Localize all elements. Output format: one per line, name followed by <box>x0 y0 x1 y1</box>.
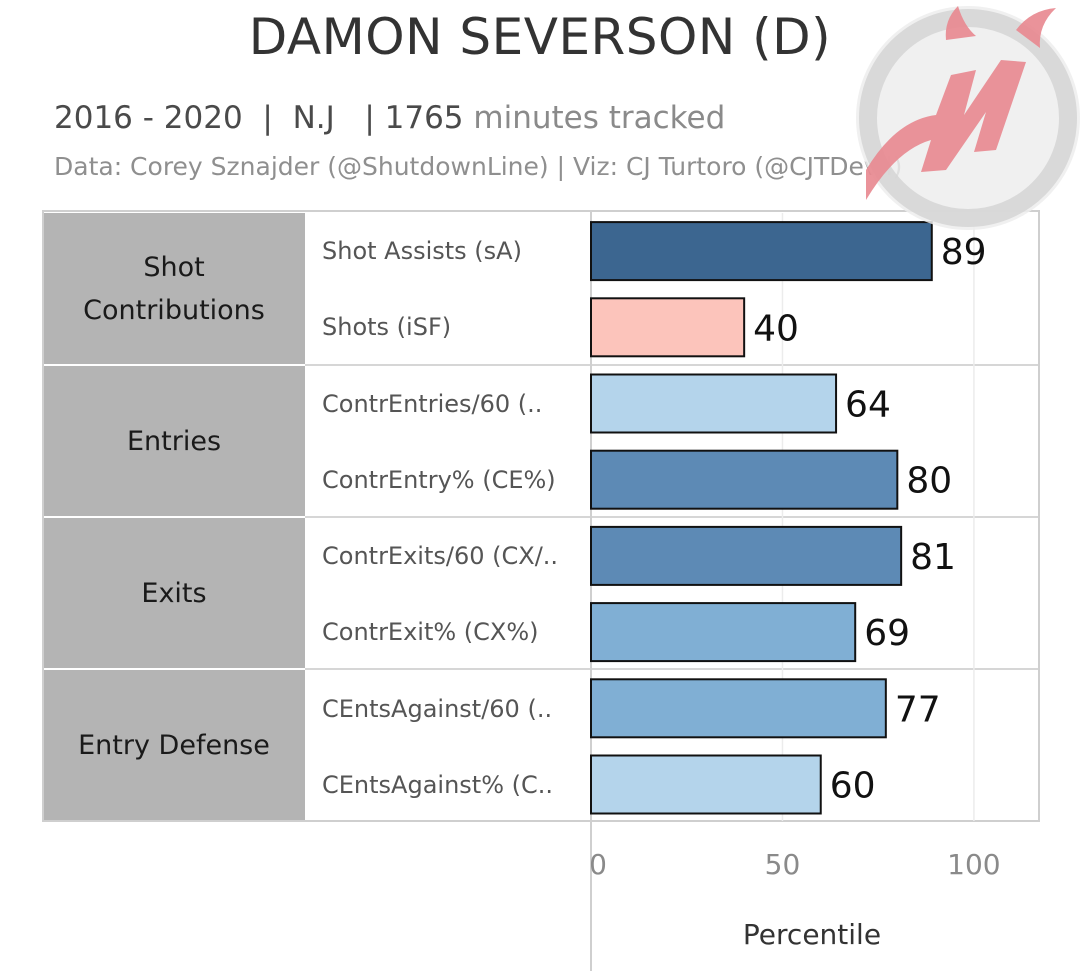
metric-label: Shot Assists (sA) <box>322 237 522 265</box>
metric-label: ContrExit% (CX%) <box>322 618 539 646</box>
bar-value-label: 89 <box>941 232 987 273</box>
years: 2016 - 2020 <box>54 100 243 136</box>
bar <box>590 449 899 510</box>
credit-line: Data: Corey Sznajder (@ShutdownLine) | V… <box>54 152 903 181</box>
bar-value-label: 81 <box>910 537 956 578</box>
group-entries: Entries <box>43 366 305 516</box>
metric-label: CEntsAgainst% (C.. <box>322 771 554 799</box>
bar-value-label: 80 <box>906 461 952 502</box>
bar <box>590 297 746 358</box>
metric-label: ContrEntry% (CE%) <box>322 466 556 494</box>
bar <box>590 221 933 282</box>
bar <box>590 754 822 815</box>
group-exits: Exits <box>43 518 305 668</box>
metric-label: CEntsAgainst/60 (.. <box>322 695 553 723</box>
subtitle: 2016 - 2020 | N.J | 1765 minutes tracked <box>54 100 726 136</box>
group-label: Entry Defense <box>78 729 270 761</box>
group-shot-contributions: Shot Contributions <box>43 213 305 364</box>
x-axis-title: Percentile <box>743 918 881 951</box>
row-separator <box>305 364 1040 366</box>
bar <box>590 602 857 663</box>
bar <box>590 373 838 434</box>
bar-value-label: 69 <box>864 613 910 654</box>
group-label: Entries <box>126 425 222 457</box>
x-tick-label: 0 <box>589 848 607 881</box>
bar-value-label: 77 <box>895 689 941 730</box>
bar-value-label: 64 <box>845 385 891 426</box>
team: N.J <box>292 100 335 136</box>
bar <box>590 678 887 739</box>
group-label: Shot Contributions <box>83 251 265 326</box>
metric-label: ContrExits/60 (CX/.. <box>322 542 559 570</box>
metric-label: Shots (iSF) <box>322 313 452 341</box>
row-separator <box>305 516 1040 518</box>
x-tick-label: 100 <box>947 848 1000 881</box>
group-label: Exits <box>141 577 207 609</box>
minutes-suffix: minutes tracked <box>473 100 726 136</box>
minutes-value: 1765 <box>384 100 464 136</box>
x-tick-label: 50 <box>765 848 801 881</box>
bar <box>590 525 903 586</box>
group-entry-defense: Entry Defense <box>43 670 305 820</box>
page-title: DAMON SEVERSON (D) <box>248 8 832 66</box>
bar-value-label: 40 <box>753 308 799 349</box>
table-frame <box>42 210 592 822</box>
bar-value-label: 60 <box>830 766 876 807</box>
metric-label: ContrEntries/60 (.. <box>322 390 543 418</box>
nj-devils-logo <box>856 6 1080 230</box>
row-separator <box>305 668 1040 670</box>
